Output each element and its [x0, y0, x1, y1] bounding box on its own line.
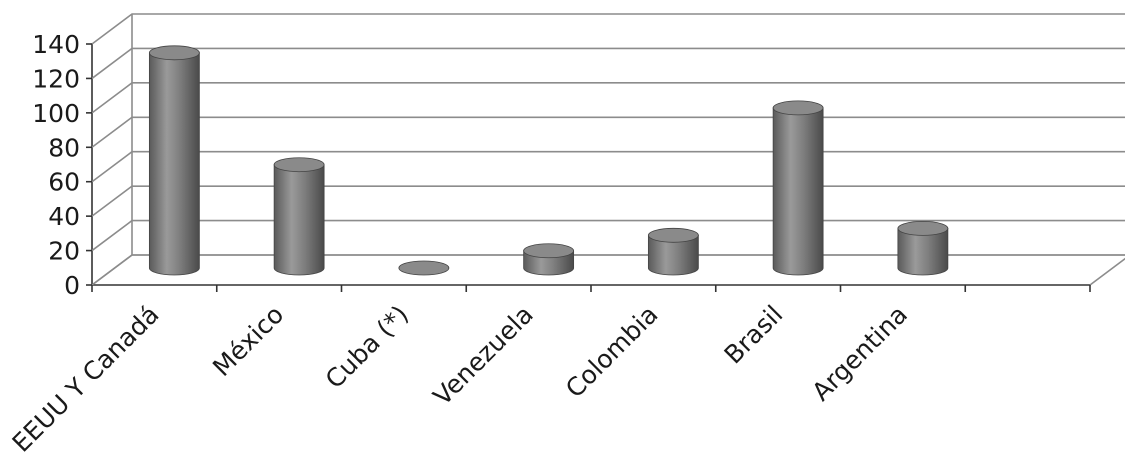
bar	[523, 243, 575, 276]
y-axis-ticks: 0 20 40 60 80 100 120 140	[32, 30, 1091, 300]
bar-top	[148, 45, 200, 61]
bar	[148, 45, 200, 276]
gridlines	[91, 13, 1125, 286]
y-tick-label: 60	[48, 168, 80, 197]
chart-walls	[91, 14, 1125, 286]
gridline	[91, 13, 1125, 45]
bar	[772, 100, 824, 276]
bar	[273, 157, 325, 276]
gridline	[91, 219, 1125, 252]
bar-top	[523, 243, 575, 259]
gridline	[91, 116, 1125, 148]
y-tick-label: 80	[48, 133, 80, 162]
y-tick-label: 100	[32, 99, 80, 128]
gridline	[91, 185, 1125, 217]
bar-body	[148, 52, 200, 276]
x-category-label: Cuba (*)	[320, 300, 414, 394]
x-category-label: Colombia	[560, 300, 664, 404]
floor-right-edge	[1089, 257, 1125, 286]
x-axis-labels: EEUU Y Canadá México Cuba (*) Venezuela Colo…	[7, 300, 914, 458]
bar-top	[398, 260, 450, 276]
x-category-label: México	[207, 300, 289, 382]
y-tick-label: 0	[64, 271, 80, 300]
y-tick-label: 120	[32, 64, 80, 93]
y-tick-label: 40	[48, 202, 80, 231]
bar-body	[772, 107, 824, 276]
gridline	[91, 47, 1125, 80]
floor-back-edge	[91, 254, 1125, 286]
bar	[897, 221, 949, 276]
bar-top	[647, 227, 699, 243]
x-category-label: Venezuela	[428, 300, 539, 411]
bar-body	[897, 228, 949, 276]
x-category-label: Brasil	[719, 300, 789, 370]
gridline	[91, 150, 1125, 183]
bar-top	[772, 100, 824, 116]
bars	[148, 45, 949, 276]
x-category-label: Argentina	[806, 300, 913, 407]
x-category-label: EEUU Y Canadá	[7, 300, 165, 458]
bar-top	[897, 221, 949, 236]
bar	[647, 227, 699, 276]
bar-body	[647, 234, 699, 276]
gridline	[91, 254, 1125, 286]
y-tick-label: 20	[48, 237, 80, 266]
gridline	[91, 82, 1125, 114]
bar	[398, 260, 450, 276]
bar-top	[273, 157, 325, 173]
bar-body	[273, 164, 325, 276]
y-tick-label: 140	[32, 30, 80, 59]
